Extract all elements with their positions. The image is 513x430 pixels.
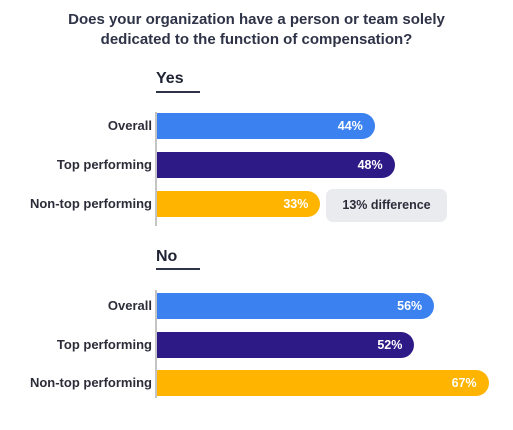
section-heading-no: No bbox=[156, 248, 178, 265]
data-label-no-non-top-performing: 67% bbox=[451, 376, 477, 390]
axis-line-yes bbox=[155, 112, 157, 226]
chart-title-line-2: dedicated to the function of compensatio… bbox=[100, 31, 413, 48]
bar-yes-non-top-performing bbox=[157, 191, 321, 217]
data-label-yes-non-top-performing: 33% bbox=[283, 197, 309, 211]
chart-title-line-1: Does your organization have a person or … bbox=[68, 11, 445, 28]
bar-no-top-performing bbox=[157, 332, 415, 358]
data-label-yes-top-performing: 48% bbox=[357, 158, 383, 172]
category-label-no-non-top-performing: Non-top performing bbox=[29, 375, 152, 390]
section-heading-yes: Yes bbox=[156, 70, 184, 87]
axis-line-no bbox=[155, 290, 157, 398]
data-label-yes-overall: 44% bbox=[337, 119, 363, 133]
category-label-no-overall: Overall bbox=[107, 298, 152, 313]
difference-callout: 13% difference bbox=[326, 189, 447, 222]
bar-yes-overall bbox=[157, 113, 375, 139]
data-label-no-top-performing: 52% bbox=[377, 338, 403, 352]
data-label-no-overall: 56% bbox=[397, 299, 423, 313]
category-label-yes-overall: Overall bbox=[107, 118, 152, 133]
chart-title: Does your organization have a person or … bbox=[0, 10, 513, 50]
section-underline-no bbox=[156, 268, 200, 270]
bar-no-non-top-performing bbox=[157, 370, 489, 396]
category-label-yes-top-performing: Top performing bbox=[56, 157, 152, 172]
bar-yes-top-performing bbox=[157, 152, 395, 178]
category-label-no-top-performing: Top performing bbox=[56, 337, 152, 352]
section-underline-yes bbox=[156, 91, 200, 93]
bar-no-overall bbox=[157, 293, 435, 319]
category-label-yes-non-top-performing: Non-top performing bbox=[29, 196, 152, 211]
